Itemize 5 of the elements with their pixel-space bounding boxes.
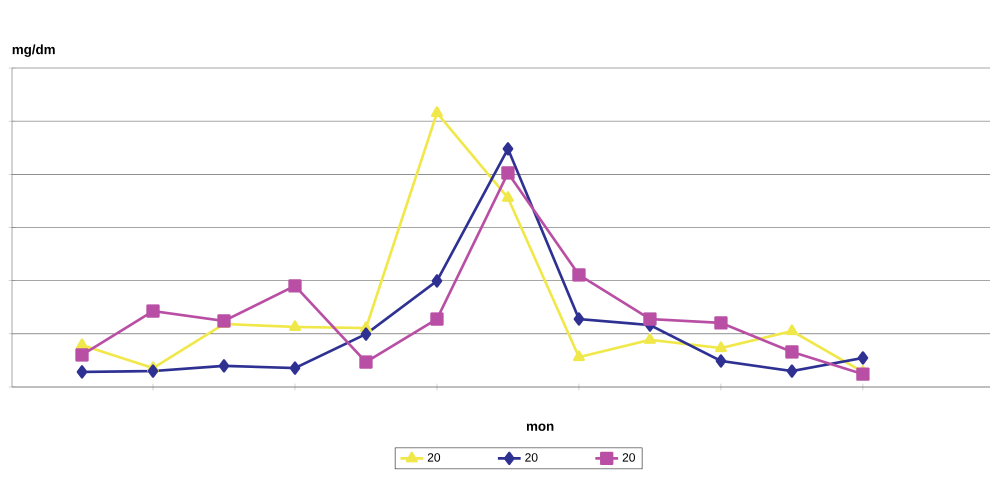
legend-label: 20 [525,453,538,462]
y-axis-title: mg/dm [12,44,55,57]
legend-label: 20 [428,453,440,462]
x-axis-title: mon [526,424,554,431]
legend-label: 20 [622,453,635,462]
